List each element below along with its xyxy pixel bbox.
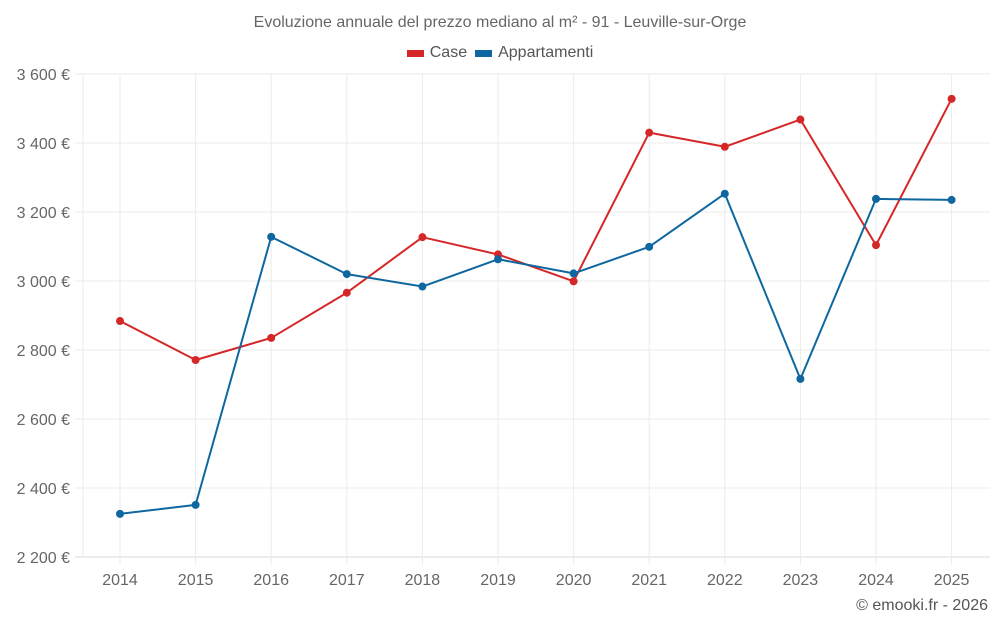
data-point-appartamenti	[796, 374, 805, 383]
legend-item-case[interactable]: Case	[406, 44, 468, 62]
y-tick-label: 2 400 €	[17, 481, 70, 498]
legend-label-appartamenti: Appartamenti	[498, 44, 594, 61]
data-point-case	[116, 317, 124, 326]
x-tick-label: 2025	[934, 572, 970, 589]
x-tick-label: 2023	[783, 572, 819, 589]
data-point-appartamenti	[720, 189, 729, 198]
y-tick-label: 2 200 €	[17, 550, 70, 567]
legend-label-case: Case	[429, 44, 468, 61]
data-point-case	[569, 277, 578, 286]
data-point-case	[872, 241, 880, 250]
data-point-appartamenti	[342, 270, 351, 279]
y-tick-label: 2 800 €	[17, 343, 70, 360]
data-point-appartamenti	[267, 232, 276, 241]
data-point-case	[267, 333, 276, 342]
x-tick-label: 2024	[858, 572, 894, 589]
y-axis: 2 200 € 2 400 € 2 600 € 2 800 € 3 000 € 3 200…	[17, 67, 70, 567]
data-point-case	[342, 288, 351, 297]
x-tick-label: 2015	[178, 572, 214, 589]
data-point-appartamenti	[947, 195, 956, 204]
chart-title: Evoluzione annuale del prezzo mediano al…	[253, 14, 747, 31]
grid	[75, 73, 990, 565]
x-tick-label: 2021	[631, 572, 667, 589]
y-tick-label: 3 600 €	[17, 67, 70, 84]
data-point-appartamenti	[191, 500, 200, 509]
data-point-case	[645, 128, 654, 137]
data-point-case	[418, 233, 427, 242]
legend-item-appartamenti[interactable]: Appartamenti	[475, 44, 593, 62]
credit: © emooki.fr - 2026	[856, 597, 988, 614]
x-tick-label: 2017	[329, 572, 365, 589]
series-line-appartamenti	[119, 192, 952, 515]
data-point-appartamenti	[494, 255, 502, 264]
x-tick-label: 2022	[707, 572, 743, 589]
data-point-case	[947, 94, 956, 103]
y-tick-label: 3 000 €	[17, 274, 70, 291]
series-line-case	[119, 98, 953, 362]
y-tick-label: 2 600 €	[17, 412, 70, 429]
data-point-appartamenti	[418, 282, 427, 291]
data-point-appartamenti	[645, 242, 654, 251]
data-point-case	[720, 142, 729, 151]
x-tick-label: 2018	[405, 572, 441, 589]
legend: Case Appartamenti	[0, 44, 1000, 62]
legend-swatch-appartamenti	[475, 49, 493, 57]
legend-swatch-case	[406, 49, 424, 57]
data-point-appartamenti	[569, 269, 578, 278]
data-point-case	[796, 115, 805, 124]
x-axis: 2014 2015 2016 2017 2018 2019 2020 2021 2022 2023…	[102, 572, 969, 589]
x-tick-label: 2020	[556, 572, 592, 589]
series-group	[116, 94, 956, 518]
x-tick-label: 2019	[480, 572, 516, 589]
y-tick-label: 3 200 €	[17, 205, 70, 222]
data-point-appartamenti	[116, 509, 124, 518]
x-tick-label: 2016	[253, 572, 289, 589]
x-tick-label: 2014	[102, 572, 138, 589]
y-tick-label: 3 400 €	[17, 136, 70, 153]
data-point-case	[191, 356, 200, 365]
data-point-appartamenti	[872, 194, 880, 203]
